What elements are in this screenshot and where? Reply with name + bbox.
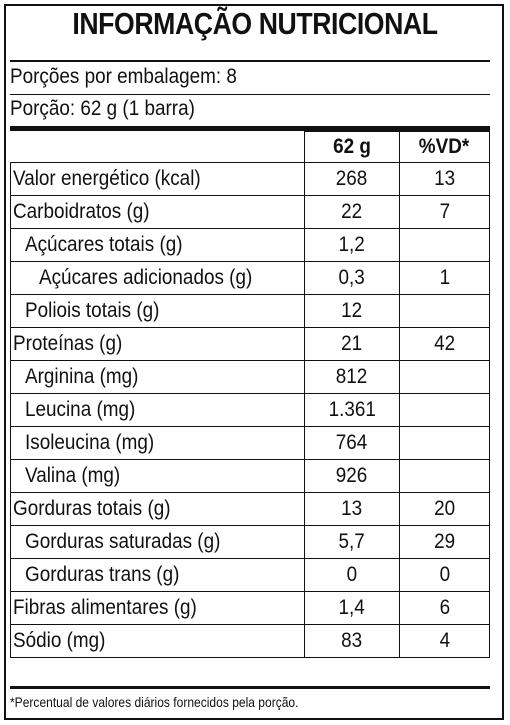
nutrient-amount: 0 [304,558,400,592]
nutrient-daily-value: 6 [399,591,490,625]
nutrient-daily-value: 13 [399,162,490,196]
nutrient-daily-value: 7 [399,195,490,229]
nutrition-table: 62 g %VD* Valor energético (kcal) 268 13… [10,131,490,658]
header-blank-cell [10,131,305,163]
nutrient-name: Sódio (mg) [10,624,305,658]
nutrient-amount: 12 [304,294,400,328]
nutrient-name: Açúcares totais (g) [10,228,305,262]
nutrient-amount: 926 [304,459,400,493]
header-amount: 62 g [304,131,400,163]
nutrient-name: Poliois totais (g) [10,294,305,328]
nutrient-name: Gorduras trans (g) [10,558,305,592]
nutrient-name: Valina (mg) [10,459,305,493]
nutrient-name: Isoleucina (mg) [10,426,305,460]
table-row: Fibras alimentares (g) 1,4 6 [10,591,490,625]
nutrient-daily-value [399,393,490,427]
nutrient-amount: 5,7 [304,525,400,559]
table-row: Açúcares totais (g) 1,2 [10,228,490,262]
footnote: *Percentual de valores diários fornecido… [10,694,299,710]
nutrient-amount: 1,4 [304,591,400,625]
nutrient-daily-value: 4 [399,624,490,658]
label-frame [4,4,504,720]
table-row: Isoleucina (mg) 764 [10,426,490,460]
nutrient-daily-value [399,360,490,394]
nutrient-daily-value: 20 [399,492,490,526]
nutrient-amount: 21 [304,327,400,361]
nutrient-daily-value [399,459,490,493]
nutrient-daily-value [399,294,490,328]
nutrient-name: Proteínas (g) [10,327,305,361]
nutrient-amount: 13 [304,492,400,526]
nutrient-name: Gorduras saturadas (g) [10,525,305,559]
nutrient-name: Fibras alimentares (g) [10,591,305,625]
thick-divider [10,126,490,131]
table-row: Arginina (mg) 812 [10,360,490,394]
nutrient-amount: 268 [304,162,400,196]
header-daily-value: %VD* [399,131,490,163]
servings-per-package: Porções por embalagem: 8 [10,65,237,88]
nutrient-name: Arginina (mg) [10,360,305,394]
nutrient-amount: 812 [304,360,400,394]
footnote-divider [10,686,490,689]
table-row: Valina (mg) 926 [10,459,490,493]
nutrient-daily-value: 29 [399,525,490,559]
table-row: Açúcares adicionados (g) 0,3 1 [10,261,490,295]
nutrient-amount: 22 [304,195,400,229]
nutrient-name: Leucina (mg) [10,393,305,427]
nutrient-daily-value [399,228,490,262]
nutrient-amount: 1.361 [304,393,400,427]
table-row: Gorduras totais (g) 13 20 [10,492,490,526]
nutrient-name: Açúcares adicionados (g) [10,261,305,295]
table-row: Poliois totais (g) 12 [10,294,490,328]
serving-divider [10,94,490,95]
nutrient-name: Valor energético (kcal) [10,162,305,196]
table-row: Carboidratos (g) 22 7 [10,195,490,229]
table-row: Leucina (mg) 1.361 [10,393,490,427]
serving-size: Porção: 62 g (1 barra) [10,97,195,120]
table-row: Gorduras saturadas (g) 5,7 29 [10,525,490,559]
nutrient-daily-value: 1 [399,261,490,295]
table-row: Sódio (mg) 83 4 [10,624,490,658]
nutrient-daily-value: 0 [399,558,490,592]
nutrient-name: Gorduras totais (g) [10,492,305,526]
nutrient-amount: 764 [304,426,400,460]
nutrient-daily-value [399,426,490,460]
table-header-row: 62 g %VD* [10,131,490,163]
nutrient-amount: 1,2 [304,228,400,262]
nutrient-amount: 83 [304,624,400,658]
nutrient-daily-value: 42 [399,327,490,361]
nutrient-name: Carboidratos (g) [10,195,305,229]
nutrient-amount: 0,3 [304,261,400,295]
table-row: Gorduras trans (g) 0 0 [10,558,490,592]
title-divider [10,60,490,62]
label-title: INFORMAÇÃO NUTRICIONAL [72,6,438,41]
table-row: Valor energético (kcal) 268 13 [10,162,490,196]
table-row: Proteínas (g) 21 42 [10,327,490,361]
